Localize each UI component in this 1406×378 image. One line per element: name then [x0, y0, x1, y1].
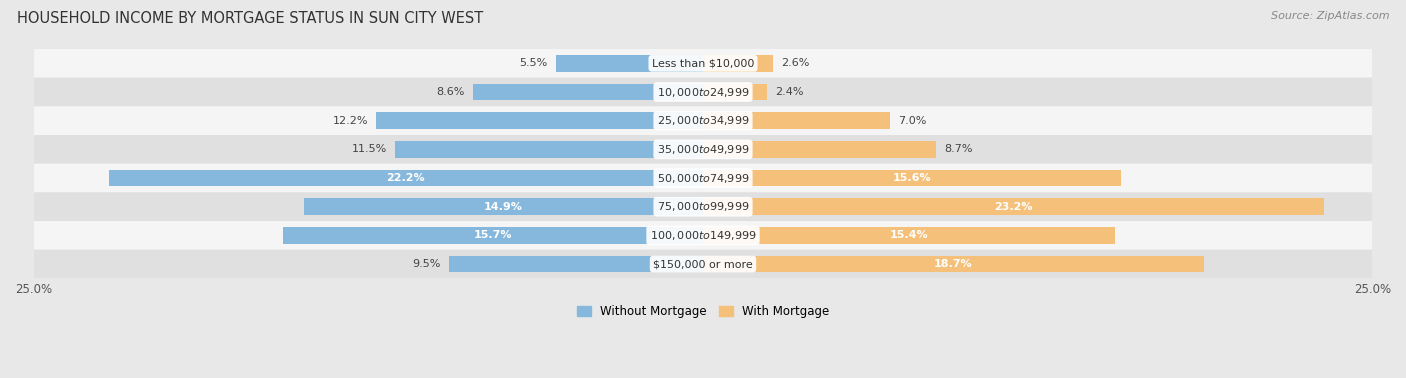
Bar [703, 198, 1324, 215]
Bar [283, 227, 703, 244]
Text: HOUSEHOLD INCOME BY MORTGAGE STATUS IN SUN CITY WEST: HOUSEHOLD INCOME BY MORTGAGE STATUS IN S… [17, 11, 484, 26]
FancyBboxPatch shape [34, 250, 1372, 279]
Bar [377, 112, 703, 129]
Text: $150,000 or more: $150,000 or more [654, 259, 752, 269]
Text: $50,000 to $74,999: $50,000 to $74,999 [657, 172, 749, 184]
FancyBboxPatch shape [34, 106, 1372, 135]
Bar [449, 256, 703, 273]
Text: 18.7%: 18.7% [934, 259, 973, 269]
Bar [703, 256, 1204, 273]
Text: 22.2%: 22.2% [387, 173, 425, 183]
Text: 11.5%: 11.5% [352, 144, 387, 154]
Bar [395, 141, 703, 158]
FancyBboxPatch shape [34, 49, 1372, 78]
Text: 5.5%: 5.5% [519, 58, 548, 68]
Legend: Without Mortgage, With Mortgage: Without Mortgage, With Mortgage [572, 301, 834, 323]
FancyBboxPatch shape [34, 192, 1372, 221]
Text: 2.4%: 2.4% [775, 87, 804, 97]
Text: $10,000 to $24,999: $10,000 to $24,999 [657, 85, 749, 99]
Bar [703, 141, 936, 158]
FancyBboxPatch shape [34, 164, 1372, 192]
FancyBboxPatch shape [34, 221, 1372, 250]
Text: 15.6%: 15.6% [893, 173, 931, 183]
Text: 14.9%: 14.9% [484, 202, 523, 212]
Text: 23.2%: 23.2% [994, 202, 1033, 212]
Text: 7.0%: 7.0% [898, 116, 927, 126]
Text: $75,000 to $99,999: $75,000 to $99,999 [657, 200, 749, 213]
Bar [304, 198, 703, 215]
Text: Less than $10,000: Less than $10,000 [652, 58, 754, 68]
FancyBboxPatch shape [34, 135, 1372, 164]
FancyBboxPatch shape [34, 78, 1372, 106]
Bar [472, 84, 703, 100]
Bar [555, 55, 703, 72]
Text: $25,000 to $34,999: $25,000 to $34,999 [657, 114, 749, 127]
Text: 12.2%: 12.2% [333, 116, 368, 126]
Text: 2.6%: 2.6% [780, 58, 808, 68]
Text: 15.7%: 15.7% [474, 231, 512, 240]
Bar [108, 170, 703, 186]
Text: 15.4%: 15.4% [890, 231, 928, 240]
Bar [703, 112, 890, 129]
Bar [703, 84, 768, 100]
Text: Source: ZipAtlas.com: Source: ZipAtlas.com [1271, 11, 1389, 21]
Bar [703, 55, 773, 72]
Text: $100,000 to $149,999: $100,000 to $149,999 [650, 229, 756, 242]
Text: 8.6%: 8.6% [436, 87, 464, 97]
Bar [703, 227, 1115, 244]
Bar [703, 170, 1121, 186]
Text: 8.7%: 8.7% [943, 144, 973, 154]
Text: $35,000 to $49,999: $35,000 to $49,999 [657, 143, 749, 156]
Text: 9.5%: 9.5% [412, 259, 440, 269]
